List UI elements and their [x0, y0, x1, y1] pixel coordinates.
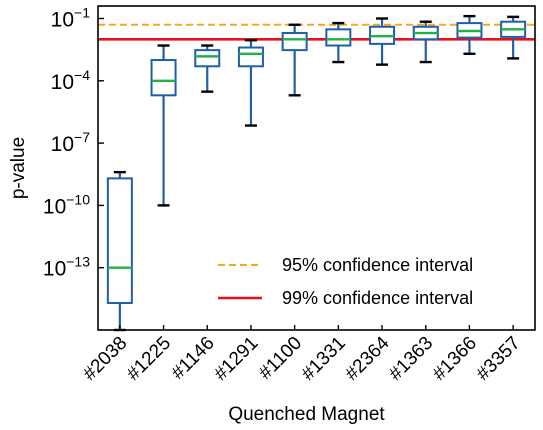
x-tick-label: #1225	[123, 333, 175, 385]
legend-95-label: 95% confidence interval	[282, 255, 473, 275]
y-tick-label: 10−4	[51, 67, 91, 94]
box-iqr	[325, 28, 352, 47]
box-iqr	[281, 32, 308, 52]
x-tick-label: #3357	[472, 333, 524, 385]
plot-frame	[97, 5, 536, 331]
x-tick-label: #2038	[79, 333, 131, 385]
box-3357	[500, 15, 527, 60]
x-axis-label: Quenched Magnet	[228, 404, 385, 425]
x-tick-label: #1146	[168, 333, 219, 384]
box-1225	[150, 44, 177, 207]
x-tick-label: #1331	[298, 333, 350, 385]
box-1363	[412, 20, 439, 64]
x-tick-label: #1291	[210, 333, 262, 385]
box-iqr	[237, 46, 264, 68]
y-tick-label: 10−13	[43, 254, 90, 281]
y-tick-label: 10−10	[43, 191, 90, 218]
x-tick-label: #2364	[341, 332, 394, 385]
box-1146	[194, 44, 221, 93]
box-1366	[456, 14, 483, 55]
y-axis: 10−1 10−4 10−7 10−10 10−13	[43, 5, 104, 281]
box-iqr	[150, 59, 177, 97]
box-series	[106, 14, 527, 332]
x-tick-label: #1366	[429, 333, 481, 385]
x-tick-label: #1100	[255, 333, 306, 384]
legend: 95% confidence interval 99% confidence i…	[218, 255, 473, 308]
box-iqr	[194, 49, 221, 68]
x-axis: #2038#1225#1146#1291#1100#1331#2364#1363…	[79, 325, 525, 385]
x-tick-label: #1363	[385, 333, 437, 385]
y-axis-label: p-value	[8, 137, 29, 199]
box-1100	[281, 23, 308, 97]
box-2038	[106, 170, 133, 332]
y-tick-label: 10−7	[51, 129, 91, 156]
box-iqr	[106, 177, 133, 304]
legend-99-label: 99% confidence interval	[282, 288, 473, 308]
box-2364	[369, 17, 396, 66]
box-1331	[325, 21, 352, 64]
box-1291	[237, 39, 264, 127]
y-tick-label: 10−1	[51, 5, 91, 32]
